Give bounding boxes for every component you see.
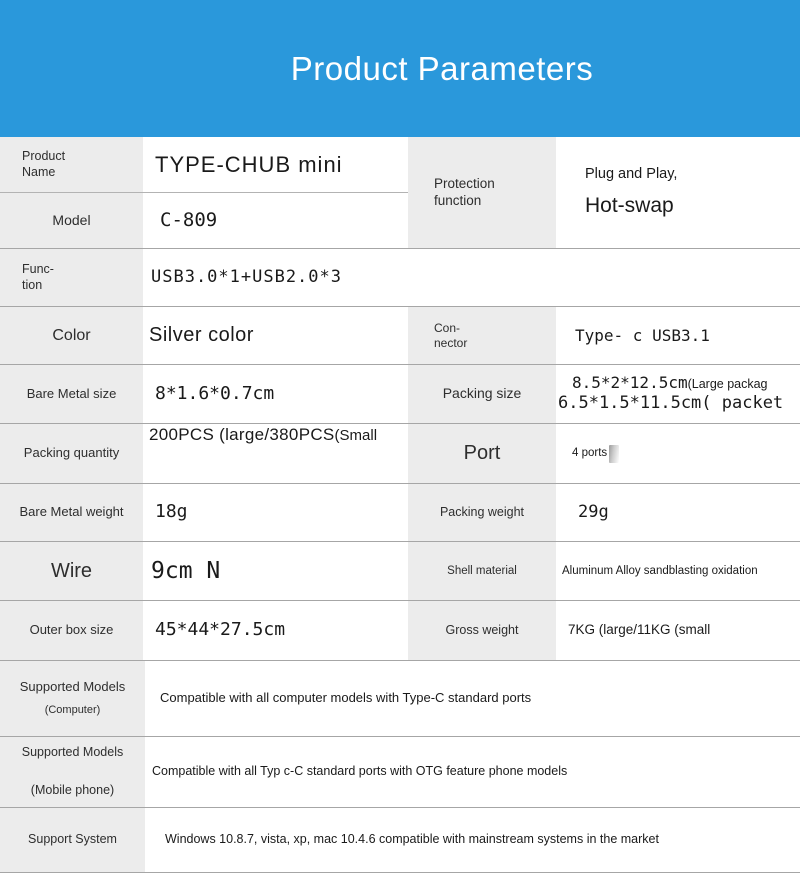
product-name-subrow: Product Name TYPE-CHUB mini xyxy=(0,137,408,193)
wire-value: 9cm N xyxy=(143,542,408,600)
supported-mobile-label-line1: Supported Models xyxy=(21,745,124,760)
packing-size-line1-note: (Large packag xyxy=(687,377,768,392)
packing-size-label: Packing size xyxy=(408,365,556,423)
cursor-artifact xyxy=(609,444,620,463)
row-quantity-port: Packing quantity 200PCS (large/380PCS (S… xyxy=(0,424,800,484)
shell-material-value: Aluminum Alloy sandblasting oxidation xyxy=(556,542,800,600)
supported-computer-label: Supported Models (Computer) xyxy=(0,661,145,736)
row-function: Func- tion USB3.0*1+USB2.0*3 xyxy=(0,249,800,307)
packing-quantity-value: 200PCS (large/380PCS (Small xyxy=(143,424,408,483)
support-system-value: Windows 10.8.7, vista, xp, mac 10.4.6 co… xyxy=(145,808,800,872)
packing-weight-label: Packing weight xyxy=(408,484,556,541)
connector-label: Con- nector xyxy=(408,307,556,364)
protection-value-line1: Plug and Play, xyxy=(585,166,678,183)
bare-metal-weight-label: Bare Metal weight xyxy=(0,484,143,541)
port-value: 4 ports xyxy=(556,424,800,483)
packing-size-line1: 8.5*2*12.5cm (Large packag xyxy=(572,373,768,393)
row-wire-shell: Wire 9cm N Shell material Aluminum Alloy… xyxy=(0,542,800,601)
packing-quantity-note: (Small xyxy=(334,427,378,444)
supported-mobile-value: Compatible with all Typ c-C standard por… xyxy=(145,737,800,807)
supported-computer-value: Compatible with all computer models with… xyxy=(145,661,800,736)
gross-weight-value: 7KG (large/11KG (small xyxy=(556,601,800,660)
supported-computer-label-line2: (Computer) xyxy=(44,704,101,717)
bare-metal-weight-value: 18g xyxy=(143,484,408,541)
shell-material-label: Shell material xyxy=(408,542,556,600)
color-value: Silver color xyxy=(143,307,408,364)
packing-size-value: 8.5*2*12.5cm (Large packag 6.5*1.5*11.5c… xyxy=(556,365,800,423)
product-name-value: TYPE-CHUB mini xyxy=(143,137,408,192)
bare-metal-size-value: 8*1.6*0.7cm xyxy=(143,365,408,423)
model-value: C-809 xyxy=(143,193,408,248)
header-banner: Product Parameters xyxy=(0,0,800,137)
port-value-text: 4 ports xyxy=(572,447,608,460)
port-label: Port xyxy=(408,424,556,483)
packing-weight-value: 29g xyxy=(556,484,800,541)
supported-mobile-label-line2: (Mobile phone) xyxy=(30,783,115,797)
wire-label: Wire xyxy=(0,542,143,600)
support-system-label: Support System xyxy=(0,808,145,872)
row-color-connector: Color Silver color Con- nector Type- c U… xyxy=(0,307,800,365)
supported-mobile-label: Supported Models (Mobile phone) xyxy=(0,737,145,807)
outer-box-size-label: Outer box size xyxy=(0,601,143,660)
row-support-system: Support System Windows 10.8.7, vista, xp… xyxy=(0,808,800,873)
gross-weight-label: Gross weight xyxy=(408,601,556,660)
row-weights: Bare Metal weight 18g Packing weight 29g xyxy=(0,484,800,542)
bare-metal-size-label: Bare Metal size xyxy=(0,365,143,423)
protection-function-label: Protection function xyxy=(408,137,556,248)
protection-function-value: Plug and Play, Hot-swap xyxy=(556,137,800,248)
row-baremetal-packing-size: Bare Metal size 8*1.6*0.7cm Packing size… xyxy=(0,365,800,424)
model-subrow: Model C-809 xyxy=(0,193,408,248)
product-name-label: Product Name xyxy=(0,137,143,192)
color-label: Color xyxy=(0,307,143,364)
page-title: Product Parameters xyxy=(290,49,594,87)
supported-computer-label-line1: Supported Models xyxy=(19,679,126,694)
protection-value-line2: Hot-swap xyxy=(585,194,674,218)
row-supported-mobile: Supported Models (Mobile phone) Compatib… xyxy=(0,737,800,808)
model-label: Model xyxy=(0,193,143,248)
packing-size-line2: 6.5*1.5*11.5cm( packet xyxy=(558,393,784,414)
row-name-model-protection: Product Name TYPE-CHUB mini Model C-809 … xyxy=(0,137,800,249)
connector-value: Type- c USB3.1 xyxy=(556,307,800,364)
outer-box-size-value: 45*44*27.5cm xyxy=(143,601,408,660)
packing-quantity-label: Packing quantity xyxy=(0,424,143,483)
packing-quantity-main: 200PCS (large/380PCS xyxy=(149,425,335,444)
function-value: USB3.0*1+USB2.0*3 xyxy=(143,249,800,306)
row-supported-computer: Supported Models (Computer) Compatible w… xyxy=(0,661,800,737)
function-label: Func- tion xyxy=(0,249,143,306)
name-model-stack: Product Name TYPE-CHUB mini Model C-809 xyxy=(0,137,408,248)
packing-size-line1-main: 8.5*2*12.5cm xyxy=(572,373,688,393)
row-outerbox-gross: Outer box size 45*44*27.5cm Gross weight… xyxy=(0,601,800,661)
